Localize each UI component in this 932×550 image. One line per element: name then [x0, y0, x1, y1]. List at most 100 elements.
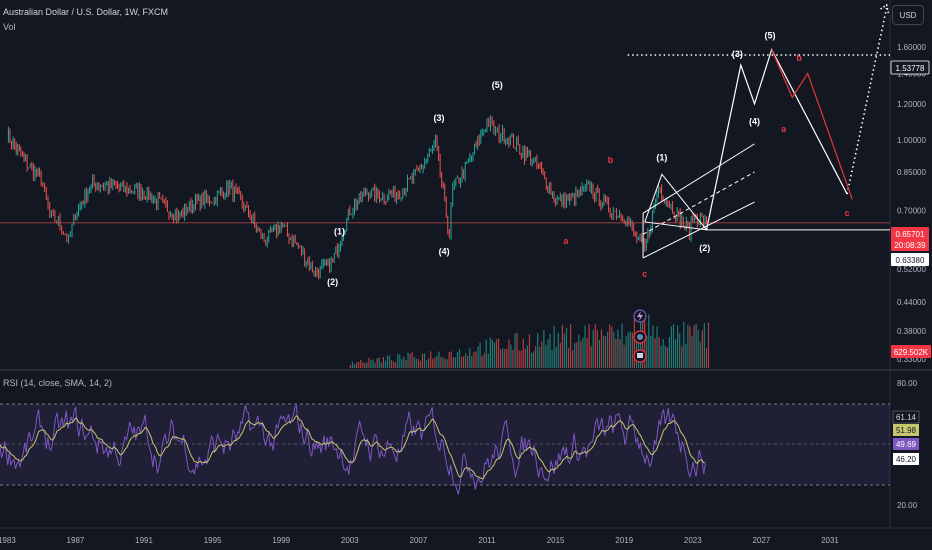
volume-bar [557, 332, 559, 368]
time-tick-label: 2023 [684, 536, 702, 545]
wave-label: (5) [492, 80, 503, 90]
volume-bar [471, 356, 473, 368]
time-tick-label: 2003 [341, 536, 359, 545]
time-tick-label: 1995 [204, 536, 222, 545]
volume-bar [648, 314, 650, 368]
support-price-text: 0.63380 [896, 256, 925, 265]
volume-bar [586, 337, 588, 368]
volume-bar [613, 332, 615, 368]
volume-bar [450, 351, 452, 368]
volume-bar [590, 346, 592, 368]
volume-bar [670, 326, 673, 368]
time-axis[interactable]: 1983 1987 1991 1995 1999 2003 2007 2011 2015 2019… [0, 536, 839, 545]
projection-paths[interactable] [705, 3, 890, 230]
volume-bar [479, 342, 481, 368]
wave-label: (1) [656, 153, 667, 163]
marker-price-text: 1.53778 [896, 64, 925, 73]
wave-label: c [845, 208, 850, 218]
volume-bar [687, 324, 689, 368]
volume-bar [660, 345, 662, 368]
rsi-tick-20: 20.00 [897, 501, 918, 510]
volume-bar [561, 324, 563, 368]
time-tick-label: 2031 [821, 536, 839, 545]
wave-label: (3) [732, 49, 743, 59]
wave-label: c [642, 269, 647, 279]
rsi-label: RSI (14, close, SMA, 14, 2) [3, 378, 113, 388]
volume-bar [644, 320, 646, 368]
price-tick-label: 0.44000 [897, 298, 926, 307]
drawing-tools[interactable] [0, 54, 890, 259]
volume-bar [413, 356, 415, 368]
volume-bar [458, 348, 461, 368]
volume-bar [677, 325, 679, 368]
volume-bar [388, 355, 391, 368]
volume-bar [652, 325, 654, 368]
svg-text:61.14: 61.14 [896, 413, 917, 422]
volume-bar [689, 326, 691, 368]
volume-bar [681, 346, 683, 368]
volume-bar [596, 330, 598, 368]
volume-bar [703, 323, 705, 368]
volume-bar [572, 350, 574, 368]
volume-bar [411, 352, 413, 368]
wave-label: (4) [749, 117, 760, 127]
volume-bar [456, 352, 459, 368]
volume-bar [674, 339, 677, 368]
volume-bar [528, 334, 531, 368]
volume-bar [695, 324, 697, 368]
volume-bar [522, 338, 524, 368]
time-tick-label: 2015 [547, 536, 565, 545]
volume-bar [588, 324, 590, 368]
volume-bar [619, 339, 621, 368]
volume-bar [469, 348, 471, 368]
volume-bar [530, 352, 533, 368]
volume-bar [654, 338, 656, 368]
volume-bar [629, 331, 631, 368]
wave-labels: (1) (2) (3) (4) (5) a b c (1) (2) (3) (4) (5) b a c [327, 31, 849, 287]
time-tick-label: 2027 [752, 536, 770, 545]
svg-text:46.20: 46.20 [896, 455, 917, 464]
time-tick-label: 2007 [410, 536, 428, 545]
volume-bar [351, 361, 354, 368]
bullish-projection-dotted [846, 7, 888, 195]
volume-bar [384, 360, 387, 368]
volume-bar [444, 358, 446, 368]
price-axis[interactable]: 1.600001.400001.200001.000000.850000.700… [897, 43, 926, 364]
volume-bar [374, 363, 376, 368]
rsi-tag-ma: 51.98 [893, 424, 919, 436]
dividend-icon[interactable] [633, 330, 647, 344]
volume-bar [460, 356, 463, 368]
flag-icon[interactable] [633, 349, 647, 363]
volume-bar [483, 353, 485, 368]
volume-bar [417, 359, 419, 368]
volume-bar [430, 351, 432, 368]
bullish-projection-line [705, 47, 848, 230]
volume-bar [446, 359, 448, 368]
volume-bar [432, 358, 434, 368]
volume-bar [615, 338, 617, 368]
price-tick-label: 0.38000 [897, 327, 926, 336]
price-tick-label: 0.70000 [897, 206, 926, 215]
volume-bar [440, 356, 442, 368]
volume-bar [635, 332, 638, 368]
volume-bar [356, 362, 358, 368]
volume-bar [685, 343, 687, 368]
currency-button[interactable]: USD [892, 5, 924, 25]
volume-bar [390, 360, 393, 368]
rsi-tag-value: 49.69 [893, 438, 919, 450]
volume-bar [594, 324, 596, 368]
volume-bar [489, 337, 491, 368]
volume-bar [454, 357, 456, 368]
rsi-ma-line [0, 415, 706, 480]
wave-triangle [644, 173, 708, 231]
channel-upper [642, 143, 755, 214]
volume-bar [607, 331, 609, 368]
volume-bar [393, 361, 395, 368]
volume-bar [409, 353, 411, 368]
volume-bar [465, 353, 467, 368]
volume-bar [467, 355, 469, 368]
volume-bar [547, 339, 549, 368]
wave-label: a [781, 124, 787, 134]
lightning-icon[interactable] [633, 309, 647, 323]
